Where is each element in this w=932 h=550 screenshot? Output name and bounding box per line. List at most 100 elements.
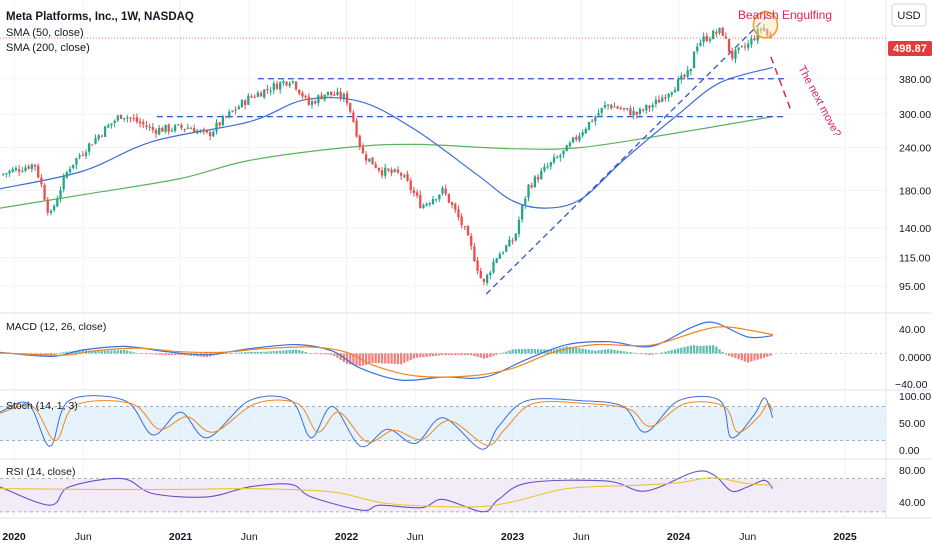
- candle-body: [72, 164, 75, 168]
- candle-body: [310, 101, 314, 105]
- macd-histogram-bar: [94, 350, 97, 354]
- macd-histogram-bar: [333, 353, 336, 356]
- main-price-panel: [0, 11, 886, 295]
- candle-body: [78, 155, 81, 158]
- candle-body: [536, 176, 540, 180]
- candle-body: [740, 45, 743, 47]
- indicator-line-secondary: [0, 326, 773, 378]
- macd-histogram-bar: [253, 351, 256, 354]
- macd-histogram-bar: [495, 353, 498, 355]
- sma200-legend[interactable]: SMA (200, close): [6, 42, 90, 54]
- candle-body: [403, 175, 406, 177]
- candle-body: [116, 115, 119, 121]
- macd-histogram-bar: [352, 353, 355, 366]
- candle-body: [689, 68, 693, 72]
- macd-histogram-bar: [56, 353, 59, 354]
- candle-body: [431, 199, 435, 205]
- macd-histogram-bar: [247, 351, 250, 354]
- candle-body: [556, 157, 559, 159]
- macd-histogram-bar: [263, 351, 266, 354]
- macd-histogram-bar: [46, 353, 49, 356]
- stoch-tick-mid: 50.00: [899, 418, 925, 430]
- currency-button-box[interactable]: [891, 3, 927, 27]
- candle-body: [600, 107, 603, 113]
- stochastic-panel: [0, 395, 886, 450]
- macd-histogram-bar: [575, 347, 578, 354]
- macd-histogram-bar: [715, 346, 718, 354]
- candle-body: [84, 152, 88, 156]
- candle-body: [364, 154, 368, 161]
- macd-histogram-bar: [731, 353, 734, 357]
- macd-histogram-bar: [489, 353, 492, 357]
- candle-body: [231, 110, 234, 112]
- macd-histogram-bar: [161, 353, 164, 355]
- candle-body: [441, 187, 444, 194]
- macd-histogram-bar: [123, 349, 126, 354]
- macd-histogram-bar: [759, 353, 763, 359]
- macd-histogram-bar: [447, 353, 451, 356]
- candle-body: [651, 104, 654, 108]
- macd-histogram-bar: [712, 345, 715, 354]
- candle-body: [747, 43, 750, 48]
- macd-label: MACD (12, 26, close): [6, 321, 106, 333]
- candle-body: [578, 135, 581, 141]
- candle-body: [610, 104, 613, 109]
- candle-body: [743, 46, 747, 48]
- candle-body: [466, 226, 470, 236]
- macd-histogram-bar: [285, 350, 288, 354]
- macd-histogram-bar: [326, 353, 330, 355]
- macd-histogram-bar: [68, 351, 72, 354]
- candle-body: [638, 108, 642, 115]
- macd-histogram-bar: [132, 352, 135, 354]
- macd-histogram-bar: [498, 353, 501, 354]
- currency-button[interactable]: USD: [897, 10, 920, 22]
- macd-histogram-bar: [314, 353, 317, 354]
- macd-histogram-bar: [361, 353, 365, 366]
- candle-body: [107, 125, 110, 128]
- macd-histogram-bar: [466, 353, 470, 356]
- macd-histogram-bar: [310, 353, 314, 354]
- candle-body: [581, 132, 584, 136]
- sma50-legend[interactable]: SMA (50, close): [6, 27, 84, 39]
- macd-histogram-bar: [116, 350, 119, 354]
- candle-body: [597, 113, 600, 116]
- candle-body: [94, 138, 97, 144]
- candle-body: [17, 169, 21, 172]
- candle-body: [240, 100, 244, 108]
- candle-body: [766, 29, 769, 35]
- projection-line: [770, 56, 793, 112]
- candle-body: [345, 93, 349, 104]
- macd-histogram-bar: [113, 350, 116, 354]
- candle-body: [670, 92, 673, 95]
- candle-body: [336, 91, 339, 96]
- macd-tick-mid: 0.0000: [899, 352, 931, 364]
- candle-body: [654, 99, 658, 105]
- candle-body: [454, 203, 457, 210]
- x-tick-label: Jun: [407, 531, 424, 543]
- macd-histogram-bar: [97, 350, 100, 354]
- macd-histogram-bar: [142, 353, 145, 354]
- macd-histogram-bar: [339, 353, 342, 361]
- candle-body: [151, 126, 154, 130]
- candle-body: [148, 126, 151, 128]
- macd-histogram-bar: [441, 353, 444, 356]
- candle-body: [342, 93, 345, 99]
- macd-histogram-bar: [470, 353, 473, 356]
- candle-body: [180, 124, 183, 128]
- candle-body: [21, 171, 24, 173]
- macd-histogram-bar: [415, 353, 419, 358]
- candle-body: [5, 173, 8, 175]
- macd-histogram-bar: [154, 353, 158, 355]
- candle-body: [718, 27, 721, 33]
- macd-histogram-bar: [107, 350, 110, 354]
- macd-histogram-bar: [148, 353, 151, 355]
- macd-histogram-bar: [734, 353, 737, 359]
- candle-body: [237, 106, 240, 110]
- candle-body: [202, 129, 205, 131]
- candle-body: [533, 176, 537, 188]
- macd-histogram-bar: [606, 349, 610, 354]
- candle-body: [546, 166, 549, 168]
- candle-body: [699, 42, 702, 46]
- macd-histogram-bar: [412, 353, 416, 359]
